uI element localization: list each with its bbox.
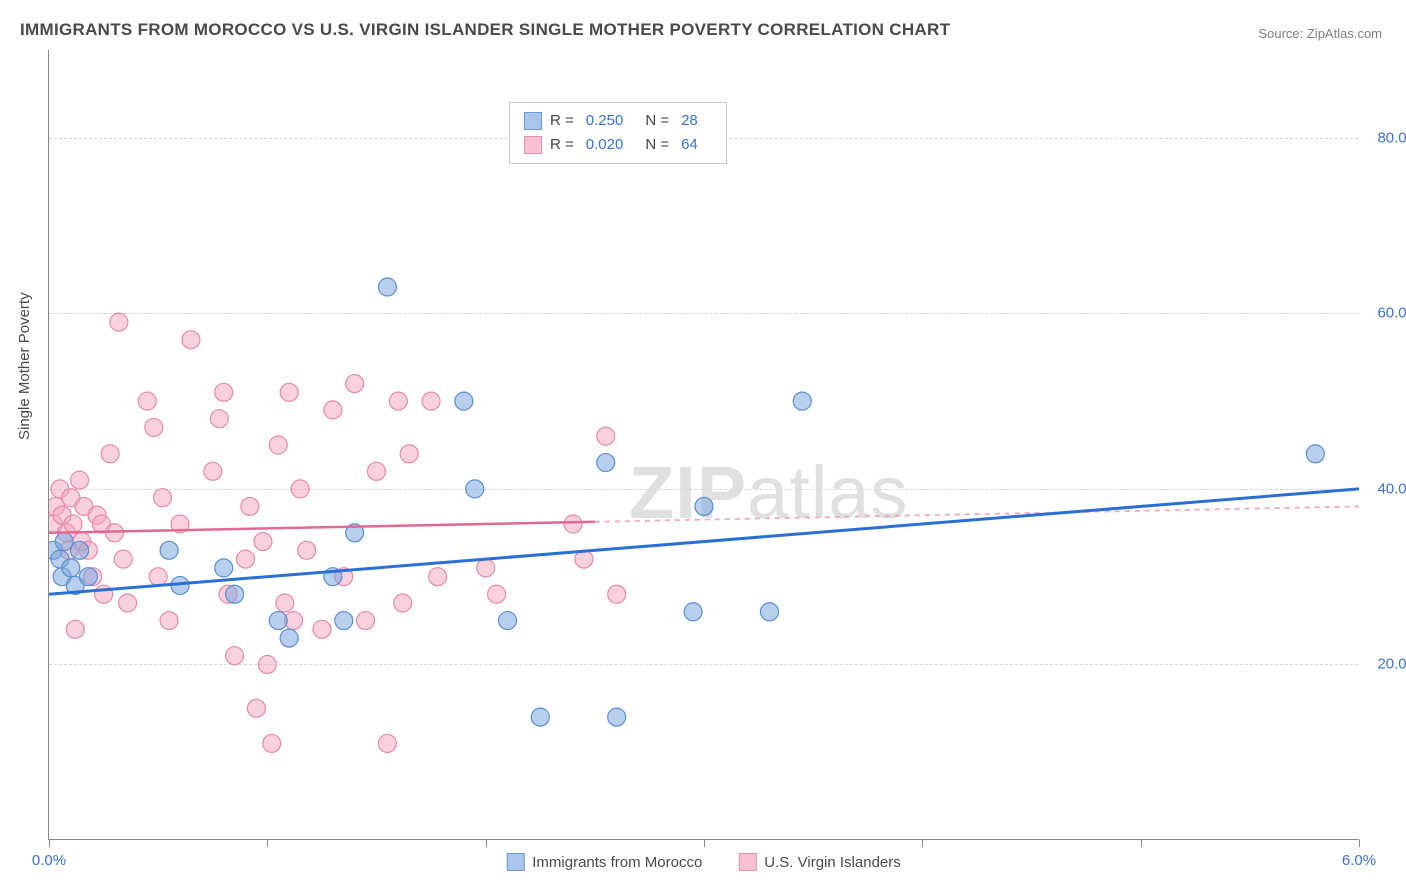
r-label: R = — [550, 109, 574, 133]
point-pink — [138, 392, 156, 410]
point-pink — [324, 401, 342, 419]
point-blue — [761, 603, 779, 621]
point-blue — [499, 612, 517, 630]
point-pink — [71, 471, 89, 489]
point-pink — [66, 620, 84, 638]
plot-area: ZIPatlas 20.0%40.0%60.0%80.0% 0.0%6.0% R… — [48, 50, 1358, 840]
point-pink — [280, 383, 298, 401]
point-pink — [291, 480, 309, 498]
point-pink — [477, 559, 495, 577]
n-value-pink: 64 — [681, 133, 698, 157]
point-pink — [160, 612, 178, 630]
legend-label-blue: Immigrants from Morocco — [532, 854, 702, 871]
point-blue — [226, 585, 244, 603]
point-blue — [695, 497, 713, 515]
point-pink — [154, 489, 172, 507]
point-pink — [400, 445, 418, 463]
point-blue — [1306, 445, 1324, 463]
swatch-blue-icon — [524, 112, 542, 130]
point-pink — [114, 550, 132, 568]
swatch-pink-icon — [524, 136, 542, 154]
point-blue — [455, 392, 473, 410]
point-pink — [182, 331, 200, 349]
r-value-blue: 0.250 — [586, 109, 624, 133]
point-blue — [684, 603, 702, 621]
y-tick-label: 40.0% — [1377, 480, 1406, 497]
point-pink — [204, 462, 222, 480]
chart-title: IMMIGRANTS FROM MOROCCO VS U.S. VIRGIN I… — [20, 20, 950, 40]
n-label: N = — [645, 109, 669, 133]
point-blue — [71, 541, 89, 559]
point-blue — [160, 541, 178, 559]
point-pink — [145, 418, 163, 436]
point-blue — [269, 612, 287, 630]
point-pink — [215, 383, 233, 401]
point-pink — [564, 515, 582, 533]
point-pink — [298, 541, 316, 559]
point-pink — [254, 533, 272, 551]
point-pink — [378, 734, 396, 752]
point-pink — [368, 462, 386, 480]
point-pink — [394, 594, 412, 612]
point-pink — [247, 699, 265, 717]
point-blue — [531, 708, 549, 726]
point-pink — [64, 515, 82, 533]
y-axis-label: Single Mother Poverty — [16, 292, 33, 440]
point-pink — [276, 594, 294, 612]
series-legend: Immigrants from Morocco U.S. Virgin Isla… — [506, 853, 901, 871]
point-pink — [110, 313, 128, 331]
n-label: N = — [645, 133, 669, 157]
point-pink — [263, 734, 281, 752]
point-pink — [608, 585, 626, 603]
n-value-blue: 28 — [681, 109, 698, 133]
point-pink — [346, 375, 364, 393]
stats-row-blue: R = 0.250 N = 28 — [524, 109, 712, 133]
point-blue — [608, 708, 626, 726]
stats-row-pink: R = 0.020 N = 64 — [524, 133, 712, 157]
point-pink — [597, 427, 615, 445]
point-pink — [389, 392, 407, 410]
point-pink — [357, 612, 375, 630]
point-pink — [488, 585, 506, 603]
trend-line-pink — [49, 522, 595, 533]
legend-item-blue: Immigrants from Morocco — [506, 853, 702, 871]
point-pink — [422, 392, 440, 410]
point-blue — [280, 629, 298, 647]
y-tick-label: 80.0% — [1377, 129, 1406, 146]
point-blue — [335, 612, 353, 630]
point-blue — [62, 559, 80, 577]
point-blue — [793, 392, 811, 410]
point-pink — [149, 568, 167, 586]
source-attribution: Source: ZipAtlas.com — [1258, 26, 1382, 41]
point-pink — [101, 445, 119, 463]
stats-legend: R = 0.250 N = 28 R = 0.020 N = 64 — [509, 102, 727, 164]
r-label: R = — [550, 133, 574, 157]
point-pink — [313, 620, 331, 638]
x-tick-label: 6.0% — [1342, 852, 1376, 869]
swatch-blue-icon — [506, 853, 524, 871]
point-blue — [466, 480, 484, 498]
legend-item-pink: U.S. Virgin Islanders — [738, 853, 900, 871]
point-blue — [79, 568, 97, 586]
point-pink — [429, 568, 447, 586]
point-pink — [237, 550, 255, 568]
swatch-pink-icon — [738, 853, 756, 871]
legend-label-pink: U.S. Virgin Islanders — [764, 854, 900, 871]
r-value-pink: 0.020 — [586, 133, 624, 157]
y-tick-label: 20.0% — [1377, 656, 1406, 673]
point-pink — [210, 410, 228, 428]
point-pink — [258, 655, 276, 673]
y-tick-label: 60.0% — [1377, 305, 1406, 322]
point-blue — [215, 559, 233, 577]
point-pink — [269, 436, 287, 454]
x-tick-label: 0.0% — [32, 852, 66, 869]
point-pink — [226, 647, 244, 665]
point-blue — [378, 278, 396, 296]
point-pink — [241, 497, 259, 515]
point-pink — [119, 594, 137, 612]
point-blue — [597, 454, 615, 472]
svg-layer — [49, 50, 1359, 840]
